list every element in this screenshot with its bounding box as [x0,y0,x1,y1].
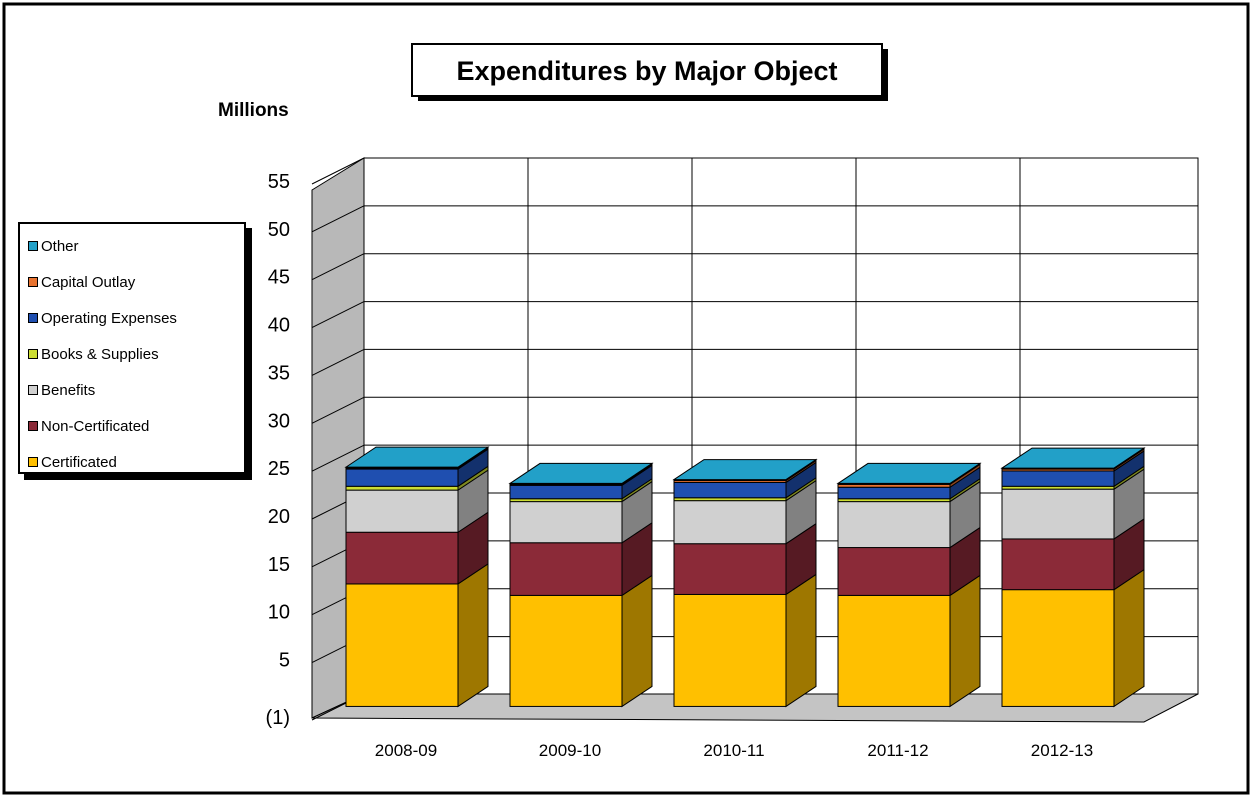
gridline-side [311,396,365,424]
gridline-side [311,444,365,472]
chart-legend: Other Capital Outlay Operating Expenses Boo… [18,222,246,474]
bar-segment-operating-expenses [673,481,787,499]
legend-item: Certificated [24,444,244,480]
legend-label: Benefits [41,381,96,399]
x-tick-label: 2012-13 [1031,741,1093,760]
bar-side-certificated [621,574,653,708]
bar-segment-benefits [509,501,623,544]
bar-segment-certificated [837,594,951,707]
legend-label: Certificated [41,453,117,471]
x-tick-label: 2011-12 [867,741,928,760]
y-tick-label: 10 [268,602,290,624]
legend-label: Capital Outlay [41,273,136,291]
bar-segment-benefits [837,501,951,549]
legend-item: Non-Certificated [24,408,244,444]
legend-swatch [28,277,38,287]
legend-swatch [28,421,38,431]
bar-segment-non-certificated [673,543,787,595]
legend-swatch [28,313,38,323]
bar-segment-benefits [345,489,459,533]
legend-item: Books & Supplies [24,336,244,372]
title-box [411,43,883,97]
bar-segment-operating-expenses [509,484,623,500]
bar-segment-non-certificated [509,542,623,596]
bar-top [672,459,818,481]
y-tick-label: 30 [268,410,290,432]
bar-side-certificated [457,562,489,708]
x-tick-label: 2010-11 [703,741,764,760]
bar-segment-books-supplies [345,485,459,491]
bar-segment-certificated [673,593,787,707]
x-tick-label: 2008-09 [375,741,437,760]
bar-segment-operating-expenses [345,468,459,487]
bar-segment-operating-expenses [1001,470,1115,487]
gridline-side [311,205,365,233]
legend-swatch [28,349,38,359]
bar-top [344,446,490,468]
y-tick-label: 25 [268,458,290,480]
chart-title: Expenditures by Major Object [456,56,837,86]
legend-swatch [28,457,38,467]
y-tick-label: 15 [268,554,290,576]
bar-side-certificated [1113,568,1145,708]
y-tick-label: (1) [266,707,290,729]
legend-item: Other [24,228,244,264]
y-tick-label: 35 [268,362,290,384]
bar-segment-non-certificated [345,531,459,585]
gridline-side [311,253,365,281]
y-axis-label: Millions [218,100,289,121]
gridline-side [311,301,365,329]
y-tick-label: 50 [268,219,290,241]
bar-segment-benefits [673,500,787,545]
y-tick-label: 5 [279,650,290,672]
legend-label: Other [41,237,79,255]
legend-label: Books & Supplies [41,345,159,363]
bar-segment-certificated [509,594,623,707]
y-tick-label: 45 [268,267,290,289]
bar-segment-non-certificated [1001,538,1115,591]
y-tick-label: 55 [268,171,290,193]
legend-item: Benefits [24,372,244,408]
bar-top [508,462,654,484]
bar-segment-certificated [345,583,459,707]
legend-swatch [28,385,38,395]
gridline-side [311,157,365,185]
bar-segment-benefits [1001,488,1115,540]
y-tick-label: 20 [268,506,290,528]
gridline-side [311,348,365,376]
bar-segment-certificated [1001,589,1115,707]
x-tick-label: 2009-10 [539,741,601,760]
bar-side-certificated [785,573,817,708]
legend-item: Operating Expenses [24,300,244,336]
legend-label: Non-Certificated [41,417,150,435]
bar-top [1000,447,1146,469]
bar-side-certificated [949,574,981,708]
legend-swatch [28,241,38,251]
legend-item: Capital Outlay [24,264,244,300]
bar-segment-operating-expenses [837,486,951,500]
bar-segment-non-certificated [837,547,951,596]
y-tick-label: 40 [268,315,290,337]
legend-label: Operating Expenses [41,309,177,327]
bar-top [836,462,982,484]
